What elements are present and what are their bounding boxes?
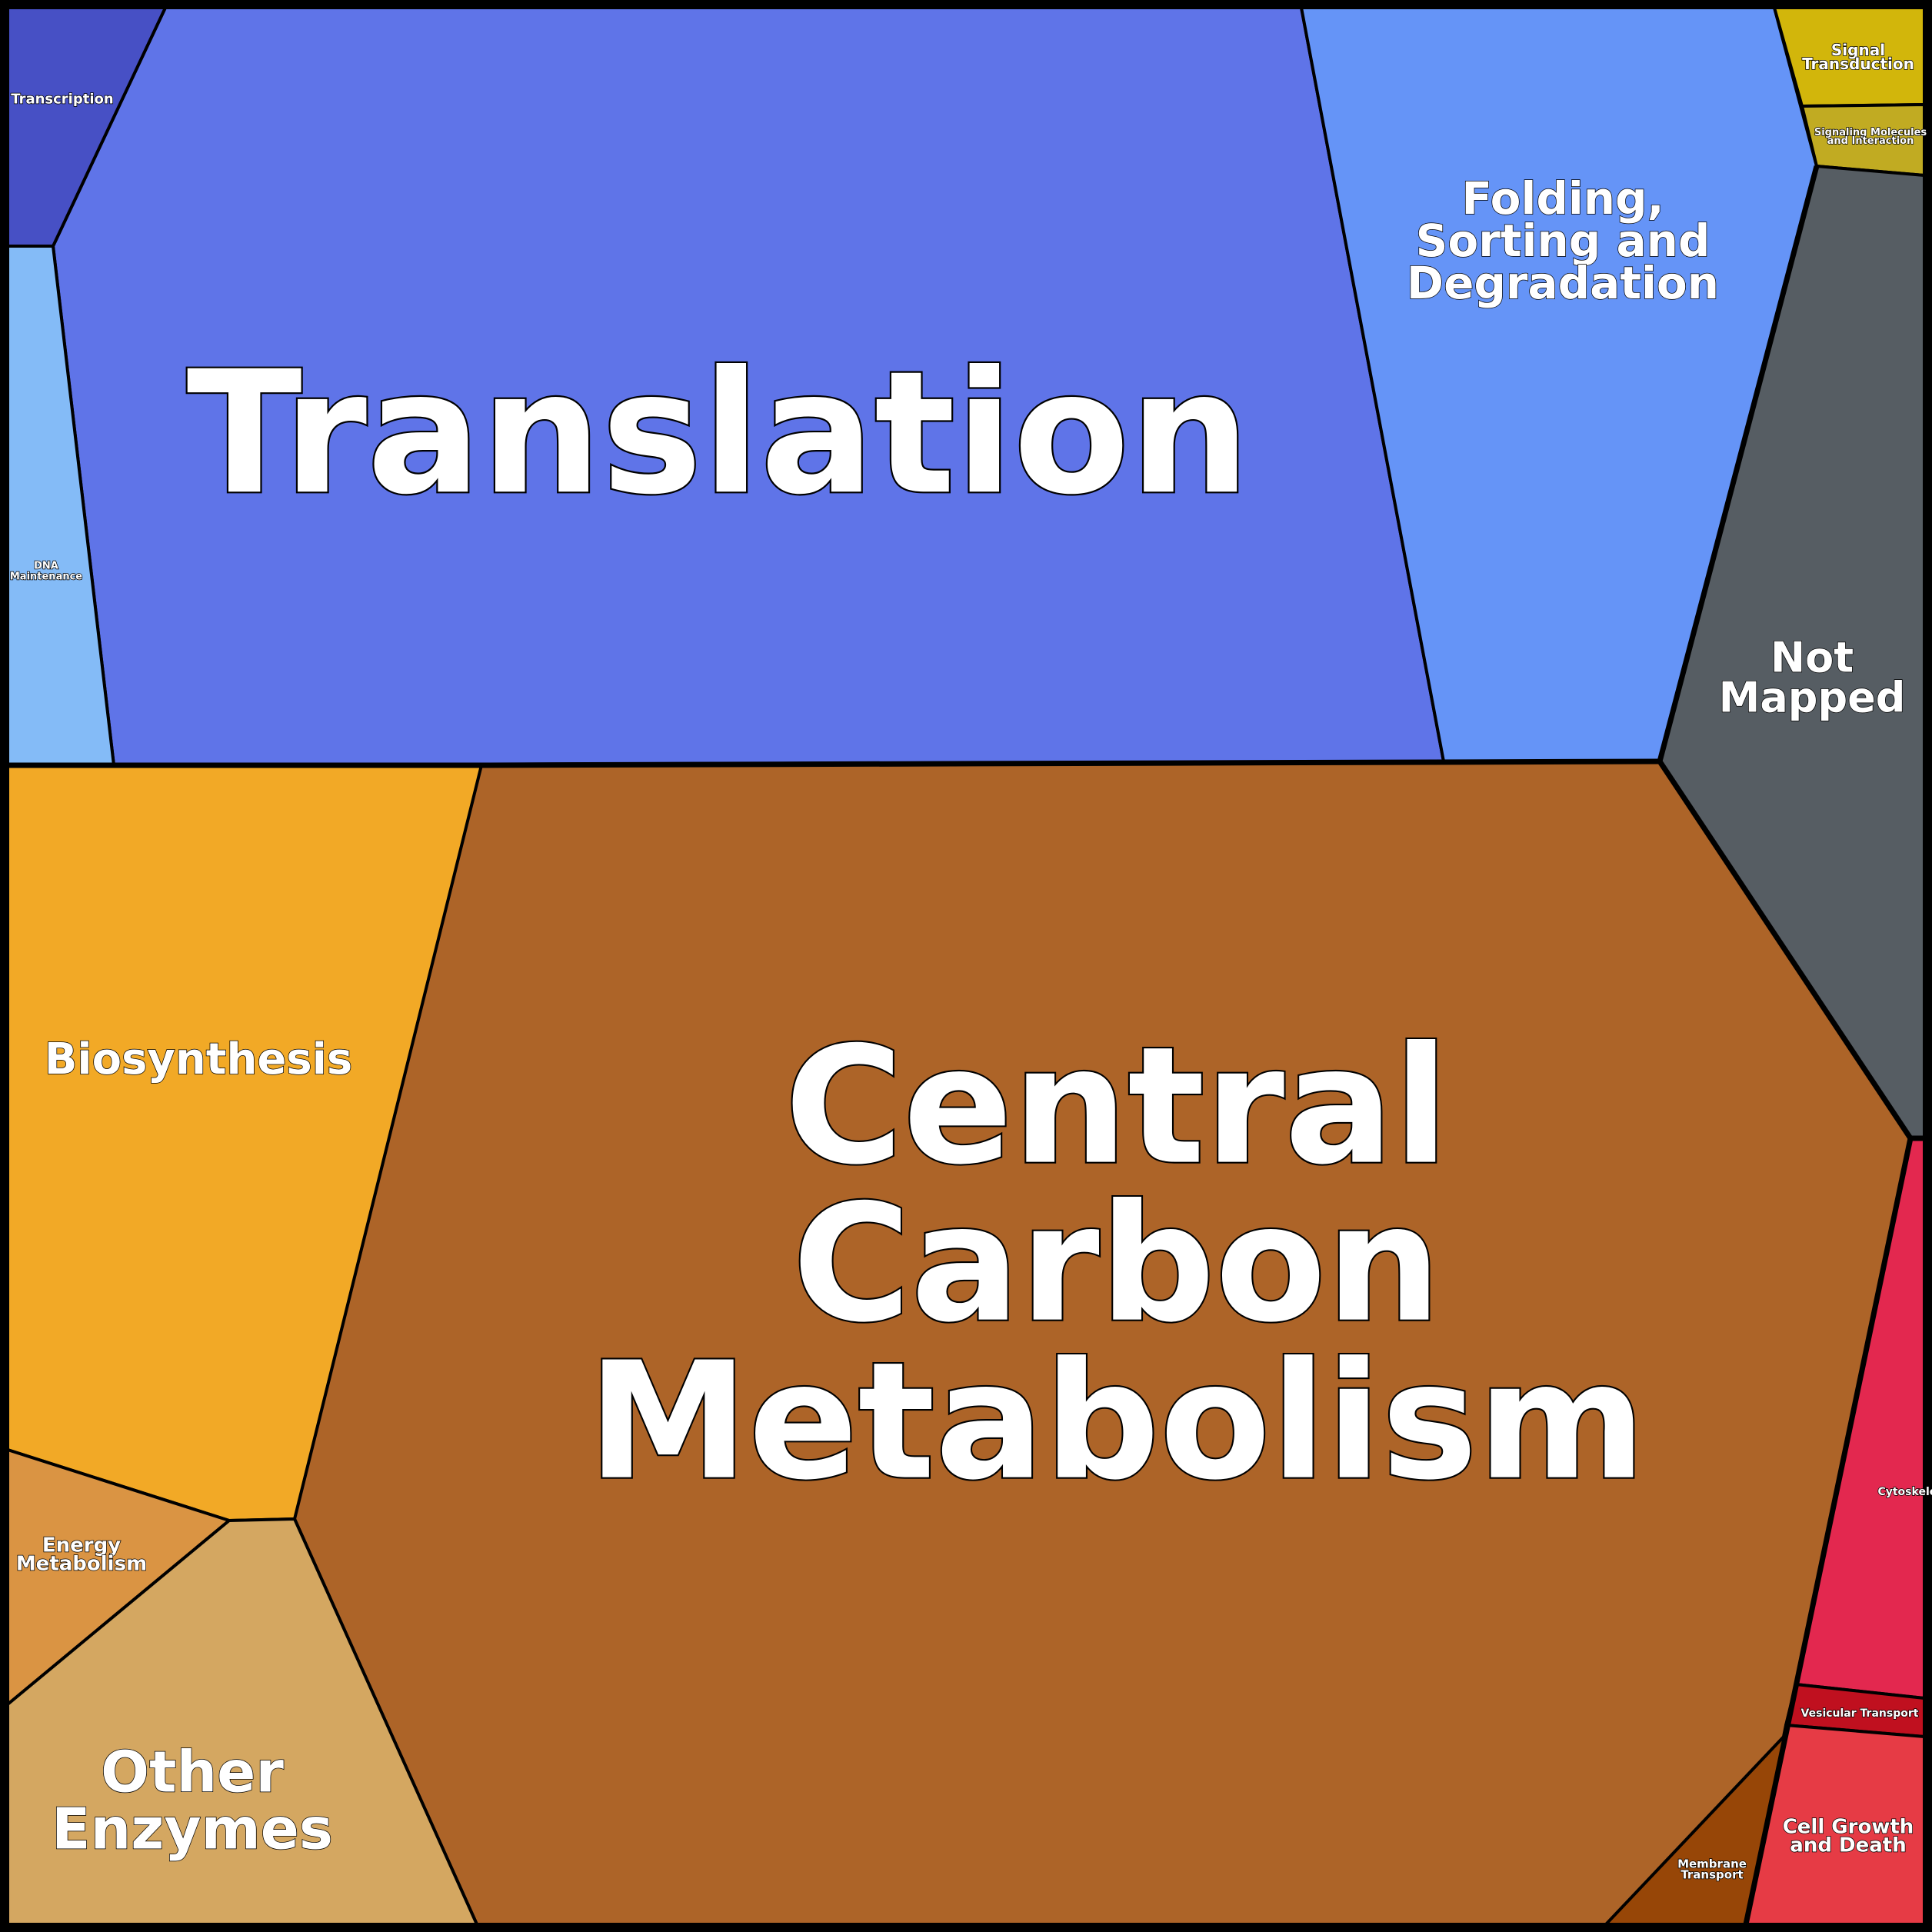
label-line: Mapped (1719, 673, 1906, 721)
label-central-carbon: Central Carbon Metabolism (588, 1012, 1646, 1516)
label-line: Energy (42, 1534, 121, 1557)
label-line: Not (1770, 633, 1854, 681)
group-border (1743, 1138, 1914, 1925)
label-dna-maintenance: DNA Maintenance (10, 561, 82, 583)
label-line: Sorting and (1416, 215, 1710, 267)
group-border (1657, 165, 1924, 1141)
label-line: Signaling Molecules (1814, 127, 1927, 138)
label-not-mapped: Not Mapped (1719, 633, 1906, 721)
label-line: Cytoskeleton (1877, 1486, 1932, 1498)
label-line: Enzymes (52, 1797, 333, 1863)
label-transcription: Transcription (11, 91, 113, 107)
label-line: Signal (1831, 41, 1885, 59)
label-line: Carbon (792, 1170, 1441, 1358)
label-translation: Translation (187, 335, 1251, 531)
label-signal-transduction: Signal Transduction (1802, 41, 1914, 73)
label-line: Metabolism (588, 1327, 1646, 1516)
label-line: Membrane (1677, 1857, 1747, 1870)
label-line: Metabolism (16, 1552, 147, 1575)
label-line: and Interaction (1827, 135, 1914, 147)
label-line: Degradation (1407, 257, 1719, 309)
label-cell-growth: Cell Growth and Death (1783, 1815, 1914, 1857)
label-other-enzymes: Other Enzymes (52, 1740, 333, 1863)
group-border (8, 758, 1661, 768)
cell-other-enzymes (6, 1517, 478, 1926)
label-line: Translation (187, 335, 1251, 531)
label-energy-metabolism: Energy Metabolism (16, 1534, 147, 1575)
label-line: Transcription (11, 91, 113, 107)
label-line: Biosynthesis (45, 1034, 353, 1084)
label-line: Maintenance (10, 571, 82, 583)
label-line: Central (784, 1012, 1449, 1201)
label-signaling-molecules: Signaling Molecules and Interaction (1814, 127, 1927, 147)
label-membrane-transport: Membrane Transport (1677, 1857, 1747, 1881)
label-vesicular-transport: Vesicular Transport (1801, 1707, 1919, 1720)
label-line: and Death (1790, 1834, 1906, 1857)
label-cytoskeleton: Cytoskeleton (1877, 1486, 1932, 1498)
label-folding: Folding, Sorting and Degradation (1407, 172, 1719, 309)
label-line: Other (101, 1740, 284, 1806)
label-biosynthesis: Biosynthesis (45, 1034, 353, 1084)
label-line: Transport (1681, 1867, 1743, 1881)
label-line: DNA (34, 561, 58, 572)
label-line: Vesicular Transport (1801, 1707, 1919, 1720)
label-line: Folding, (1461, 172, 1664, 225)
label-line: Cell Growth (1783, 1815, 1914, 1838)
label-line: Transduction (1802, 55, 1914, 73)
